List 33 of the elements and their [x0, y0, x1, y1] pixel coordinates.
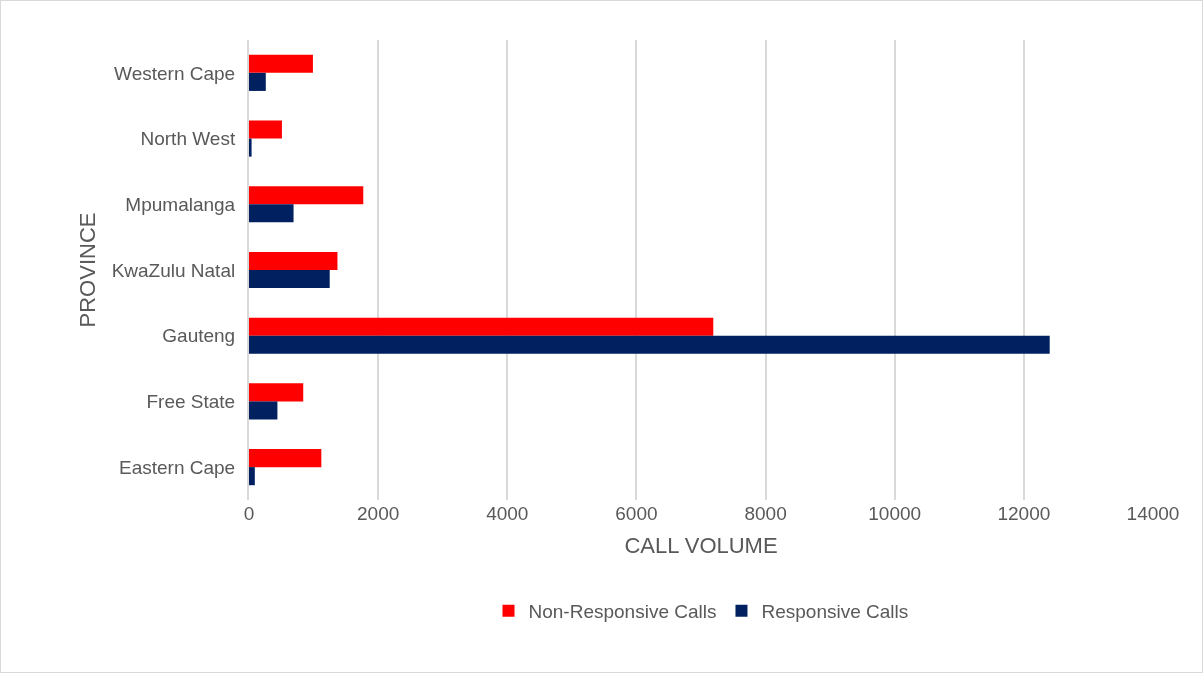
x-tick-label: 6000 [615, 503, 658, 524]
x-tick-label: 0 [243, 503, 255, 524]
legend-label: Responsive Calls [761, 601, 909, 623]
y-axis-title: PROVINCE [74, 212, 100, 328]
bar [249, 72, 266, 91]
y-tick-label: Free State [146, 391, 236, 413]
y-tick-label: North West [140, 128, 236, 150]
bar [249, 138, 252, 157]
bar [249, 467, 255, 486]
bar [249, 120, 282, 139]
y-tick-label: Eastern Cape [119, 456, 236, 478]
bar [249, 186, 364, 205]
x-tick-label: 2000 [357, 503, 400, 524]
y-tick-label: KwaZulu Natal [111, 259, 236, 281]
bar [249, 383, 304, 402]
bar [249, 317, 714, 336]
x-tick-label: 8000 [744, 503, 787, 524]
x-tick-label: 4000 [486, 503, 529, 524]
x-tick-label: 10000 [868, 503, 922, 524]
y-tick-label: Gauteng [162, 325, 236, 347]
bar [249, 270, 330, 289]
bar [249, 251, 338, 270]
x-tick-label: 12000 [997, 503, 1051, 524]
bar [249, 449, 322, 468]
y-tick-label: Mpumalanga [125, 193, 236, 215]
legend-label: Non-Responsive Calls [528, 601, 717, 623]
bar [249, 204, 294, 223]
x-axis-title: CALL VOLUME [624, 532, 778, 558]
y-tick-label: Western Cape [114, 62, 236, 84]
bar [249, 54, 313, 73]
x-tick-label: 14000 [1126, 503, 1180, 524]
bar [249, 335, 1050, 354]
bar [249, 401, 278, 420]
